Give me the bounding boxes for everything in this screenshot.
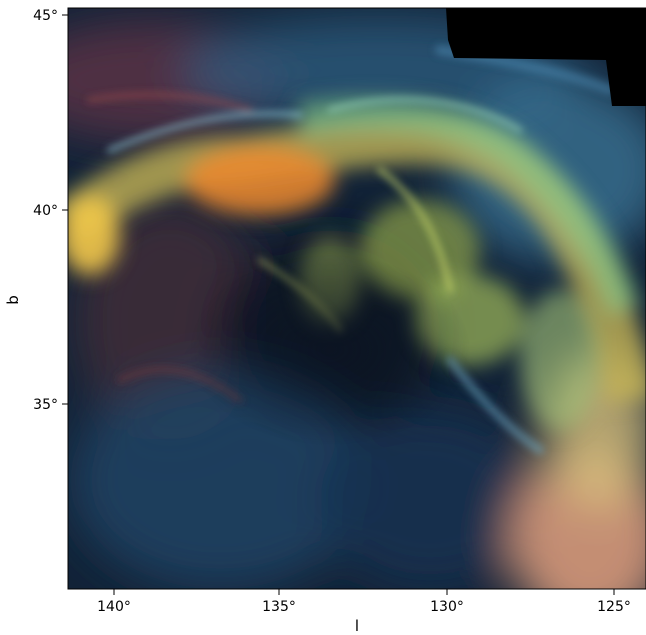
x-tick-label: 130° <box>430 599 464 615</box>
plot-frame <box>67 7 646 590</box>
x-axis-label: l <box>355 617 359 635</box>
y-tick-label: 35° <box>33 397 58 413</box>
x-tick-label: 125° <box>597 599 631 615</box>
nebula-image <box>68 8 646 589</box>
y-axis: 45° 40° 35° b <box>4 8 68 413</box>
x-tick-label: 135° <box>262 599 296 615</box>
x-axis: 140° 135° 130° 125° l <box>97 589 631 635</box>
y-axis-label: b <box>4 295 22 305</box>
no-data-mask <box>446 8 646 106</box>
x-tick-label: 140° <box>97 599 131 615</box>
y-tick-label: 40° <box>33 203 58 219</box>
y-tick-label: 45° <box>33 8 58 24</box>
